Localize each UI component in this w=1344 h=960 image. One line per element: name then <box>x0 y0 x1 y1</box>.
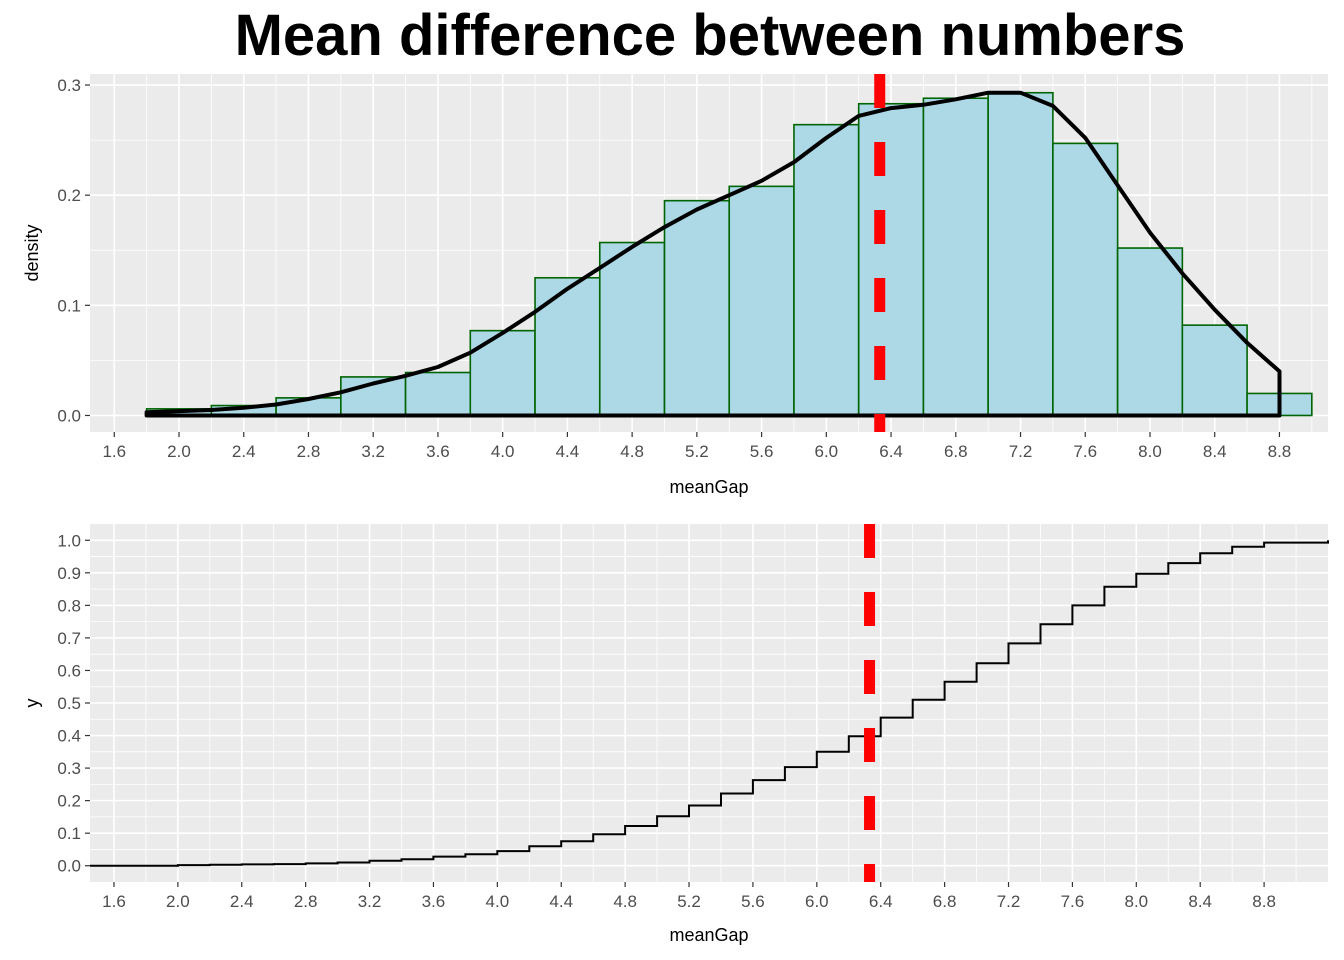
y-tick-label: 0.9 <box>57 564 81 583</box>
x-tick-label: 2.0 <box>166 892 190 911</box>
y-axis-title: y <box>22 699 42 708</box>
y-tick-label: 0.5 <box>57 694 81 713</box>
x-tick-label: 6.8 <box>933 892 957 911</box>
x-tick-label: 4.8 <box>620 442 644 461</box>
x-tick-label: 4.4 <box>556 442 580 461</box>
ecdf-step-line <box>90 540 1329 867</box>
x-tick-label: 7.2 <box>1009 442 1033 461</box>
x-axis-title: meanGap <box>669 477 748 497</box>
x-tick-label: 1.6 <box>102 442 126 461</box>
x-tick-label: 4.0 <box>491 442 515 461</box>
histogram-bar <box>534 276 601 417</box>
chart-title: Mean difference between numbers <box>234 3 1186 68</box>
x-tick-label: 7.2 <box>997 892 1021 911</box>
x-tick-label: 6.4 <box>869 892 893 911</box>
y-axis-title: density <box>22 224 42 281</box>
x-tick-label: 1.6 <box>102 892 126 911</box>
x-tick-label: 8.4 <box>1203 442 1227 461</box>
y-tick-label: 0.1 <box>57 824 81 843</box>
histogram-bar <box>922 97 989 417</box>
x-axis-title: meanGap <box>669 925 748 945</box>
x-tick-label: 5.6 <box>750 442 774 461</box>
histogram-bar <box>404 371 472 417</box>
x-tick-label: 5.2 <box>685 442 709 461</box>
x-tick-label: 3.2 <box>358 892 382 911</box>
x-tick-label: 2.4 <box>230 892 254 911</box>
x-tick-label: 8.0 <box>1124 892 1148 911</box>
x-tick-label: 2.4 <box>232 442 256 461</box>
x-tick-label: 2.8 <box>297 442 321 461</box>
y-tick-label: 0.2 <box>57 792 81 811</box>
x-tick-label: 6.0 <box>815 442 839 461</box>
y-tick-label: 0.4 <box>57 727 81 746</box>
histogram-bar <box>1181 324 1248 417</box>
histogram-bar <box>728 185 795 417</box>
histogram-bar <box>793 123 860 417</box>
histogram-bar <box>469 329 536 417</box>
x-tick-label: 8.0 <box>1138 442 1162 461</box>
x-tick-label: 4.8 <box>613 892 637 911</box>
x-tick-label: 2.0 <box>167 442 191 461</box>
y-tick-label: 0.3 <box>57 759 81 778</box>
y-tick-label: 0.6 <box>57 661 81 680</box>
histogram-bar <box>340 376 407 417</box>
y-tick-label: 0.0 <box>57 406 81 425</box>
y-tick-label: 0.8 <box>57 596 81 615</box>
y-tick-label: 0.7 <box>57 629 81 648</box>
x-tick-label: 3.6 <box>422 892 446 911</box>
x-tick-label: 7.6 <box>1061 892 1085 911</box>
y-tick-label: 0.0 <box>57 857 81 876</box>
x-tick-label: 2.8 <box>294 892 318 911</box>
histogram-bar <box>1052 142 1119 417</box>
x-tick-label: 8.8 <box>1252 892 1276 911</box>
x-tick-label: 8.4 <box>1188 892 1212 911</box>
y-tick-label: 0.2 <box>57 186 81 205</box>
histogram-bar <box>1116 247 1184 417</box>
histogram-bar <box>857 102 925 417</box>
x-tick-label: 5.2 <box>677 892 701 911</box>
y-tick-label: 0.3 <box>57 76 81 95</box>
y-tick-label: 1.0 <box>57 531 81 550</box>
x-tick-label: 6.0 <box>805 892 829 911</box>
density-curve <box>144 90 1282 418</box>
density-histogram-panel: 1.6 2.0 2.4 2.8 3.2 3.6 4.0 4.4 4.8 5.2 5.6 6.0 6.4 6… <box>22 74 1328 497</box>
x-tick-label: 8.8 <box>1268 442 1292 461</box>
y-tick-label: 0.1 <box>57 296 81 315</box>
x-tick-label: 6.4 <box>879 442 903 461</box>
x-tick-label: 6.8 <box>944 442 968 461</box>
histogram-bar <box>987 91 1054 417</box>
x-tick-label: 3.2 <box>361 442 385 461</box>
x-tick-label: 4.4 <box>549 892 573 911</box>
ecdf-step-panel: 1.6 2.0 2.4 2.8 3.2 3.6 4.0 4.4 4.8 5.2 5.6 6.0 6.4 6… <box>22 524 1329 945</box>
histogram-bar <box>663 199 731 417</box>
histogram-bar <box>598 241 666 417</box>
x-tick-label: 5.6 <box>741 892 765 911</box>
x-tick-label: 7.6 <box>1073 442 1097 461</box>
x-tick-label: 4.0 <box>486 892 510 911</box>
x-tick-label: 3.6 <box>426 442 450 461</box>
